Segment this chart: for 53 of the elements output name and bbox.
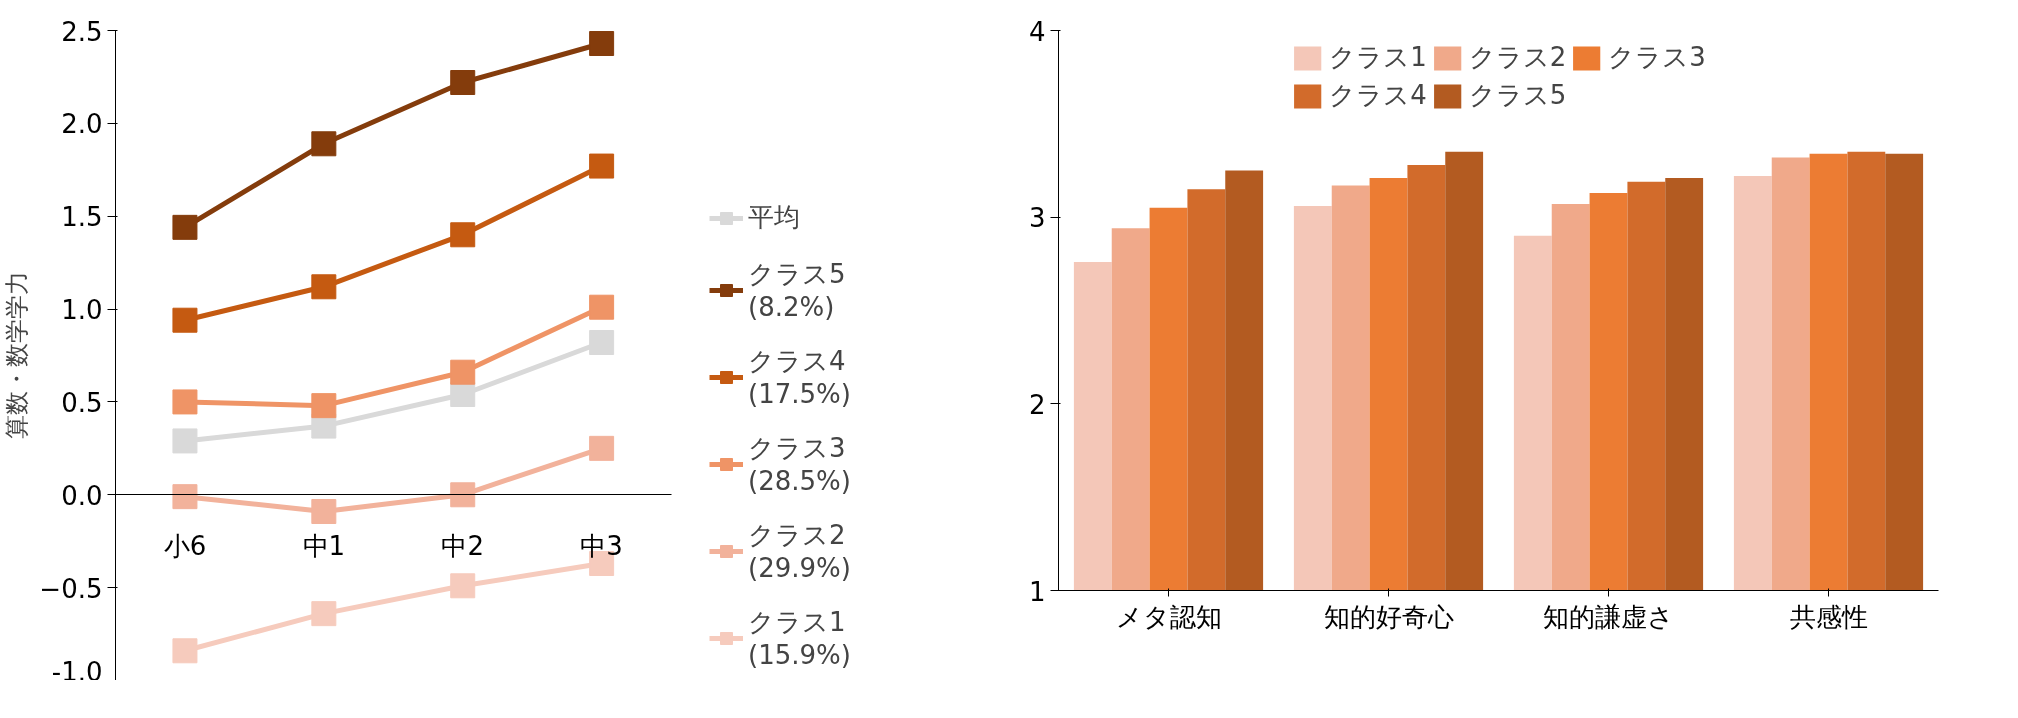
legend-label: クラス1 bbox=[1329, 41, 1427, 74]
y-tick-label: 0.5 bbox=[61, 387, 103, 418]
y-tick-label: 2.0 bbox=[61, 109, 103, 140]
point bbox=[172, 389, 198, 415]
y-tick-label: 2 bbox=[1028, 389, 1046, 420]
y-tick-label: −0.5 bbox=[39, 573, 103, 604]
point bbox=[172, 484, 198, 510]
x-tick-label: メタ認知 bbox=[1115, 601, 1222, 632]
point bbox=[589, 153, 615, 179]
legend-label: クラス4 bbox=[1329, 79, 1427, 112]
y-tick-label: 0.0 bbox=[61, 480, 103, 511]
point bbox=[311, 131, 337, 157]
x-tick-label: 知的謙虚さ bbox=[1543, 601, 1674, 632]
point bbox=[589, 435, 615, 461]
point bbox=[172, 428, 198, 454]
x-tick-label: 中3 bbox=[580, 530, 623, 561]
point bbox=[589, 294, 615, 320]
point bbox=[450, 482, 476, 508]
x-tick-label: 中1 bbox=[302, 530, 346, 561]
point bbox=[589, 31, 615, 56]
point bbox=[172, 638, 198, 664]
y-tick-label: 4 bbox=[1028, 16, 1046, 47]
legend-label: クラス1 (15.9%) bbox=[748, 606, 851, 670]
legend-label: クラス5 bbox=[1468, 79, 1567, 112]
y-tick-label: 1 bbox=[1028, 576, 1046, 607]
y-tick-label: 1.0 bbox=[61, 295, 103, 326]
legend-label: クラス2 bbox=[1468, 41, 1567, 74]
point bbox=[311, 601, 337, 627]
point bbox=[589, 330, 615, 355]
y-tick-label: 3 bbox=[1028, 203, 1046, 234]
y-tick-label: 2.5 bbox=[61, 16, 103, 47]
y-axis-title: 算数・数学学力 bbox=[3, 271, 32, 440]
point bbox=[311, 499, 337, 524]
x-tick-label: 小6 bbox=[163, 530, 207, 561]
point bbox=[172, 307, 198, 333]
x-tick-label: 中2 bbox=[441, 530, 484, 561]
point bbox=[450, 573, 476, 599]
legend-label: クラス3 bbox=[1608, 41, 1706, 74]
point bbox=[450, 222, 476, 248]
point bbox=[172, 214, 198, 240]
point bbox=[450, 70, 476, 95]
y-tick-label: 1.5 bbox=[61, 202, 103, 233]
legend-label: クラス4 (17.5%) bbox=[748, 345, 851, 409]
x-tick-label: 共感性 bbox=[1789, 601, 1868, 632]
legend-label: 平均 bbox=[748, 201, 800, 234]
point bbox=[311, 393, 337, 419]
legend-label: クラス3 (28.5%) bbox=[748, 432, 851, 496]
point bbox=[311, 274, 337, 300]
legend-label: クラス2 (29.9%) bbox=[748, 519, 851, 583]
point bbox=[450, 359, 476, 385]
legend-label: クラス5 (8.2%) bbox=[748, 258, 846, 322]
y-tick-label: -1.0 bbox=[51, 656, 103, 687]
x-tick-label: 知的好奇心 bbox=[1323, 601, 1454, 632]
